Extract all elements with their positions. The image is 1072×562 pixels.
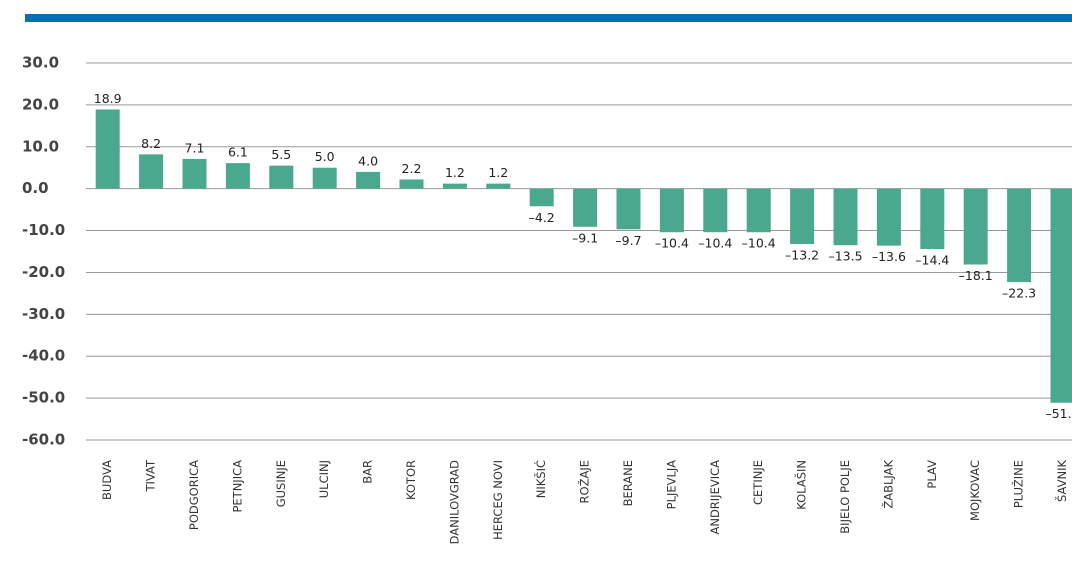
x-tick-label: ŽABLJAK <box>880 460 895 509</box>
x-tick-label: BIJELO POLJE <box>838 460 852 534</box>
bar <box>790 188 815 244</box>
bar <box>573 188 598 227</box>
y-tick-label: -20.0 <box>22 263 65 281</box>
value-label: 1.2 <box>445 165 465 180</box>
x-tick-label: PETNJICA <box>230 460 244 513</box>
bar <box>312 167 337 189</box>
value-label: –4.2 <box>529 210 555 225</box>
x-tick-label: ANDRIJEVICA <box>708 460 722 535</box>
x-tick-label: GUSINJE <box>274 460 288 507</box>
x-tick-label: HERCEG NOVI <box>491 460 505 540</box>
value-label: –9.7 <box>615 233 641 248</box>
y-tick-label: -40.0 <box>22 347 65 365</box>
value-label: –14.4 <box>915 252 949 267</box>
header-bar <box>25 14 1072 22</box>
bar <box>139 154 164 189</box>
x-tick-label: NIKŠIĆ <box>533 460 548 498</box>
bar <box>876 188 901 246</box>
x-tick-label: CETINJE <box>751 460 765 505</box>
y-tick-label: -60.0 <box>22 431 65 449</box>
value-label: –18.1 <box>959 268 993 283</box>
x-tick-label: PLJEVLJA <box>664 460 678 509</box>
x-tick-label: PLAV <box>925 460 939 489</box>
value-label: –10.4 <box>698 236 732 251</box>
y-tick-label: 0.0 <box>22 179 49 197</box>
bar <box>1007 188 1032 283</box>
value-label: –13.5 <box>828 249 862 264</box>
x-tick-label: ROŽAJE <box>577 460 592 503</box>
x-tick-label: DANILOVGRAD <box>447 460 461 545</box>
value-label: 6.1 <box>228 145 248 160</box>
bar <box>269 165 294 189</box>
bar <box>703 188 728 233</box>
x-tick-label: BUDVA <box>100 460 114 500</box>
bar <box>920 188 945 249</box>
value-label: 7.1 <box>185 140 205 155</box>
x-tick-label: TIVAT <box>144 459 158 493</box>
y-tick-label: -50.0 <box>22 389 65 407</box>
value-label: –22.3 <box>1002 286 1036 301</box>
x-tick-label: KOLAŠIN <box>794 460 809 510</box>
bar <box>399 179 424 189</box>
value-label: 5.0 <box>315 149 335 164</box>
bar <box>356 171 381 189</box>
bar <box>616 188 641 230</box>
x-tick-label: ŠAVNIK <box>1054 460 1069 503</box>
bar <box>225 163 250 189</box>
y-tick-label: 30.0 <box>22 54 59 72</box>
value-label: 1.2 <box>488 165 508 180</box>
value-label: 2.2 <box>402 161 422 176</box>
value-label: 5.5 <box>271 147 291 162</box>
value-label: –13.2 <box>785 247 819 262</box>
value-label: –10.4 <box>742 236 776 251</box>
bar <box>833 188 858 246</box>
value-label: –10.4 <box>655 236 689 251</box>
value-label: –9.1 <box>572 230 598 245</box>
bar <box>746 188 771 233</box>
value-label: 8.2 <box>141 136 161 151</box>
x-tick-label: BAR <box>361 460 375 484</box>
value-label: –13.6 <box>872 249 906 264</box>
y-tick-label: 20.0 <box>22 95 59 113</box>
value-label: 18.9 <box>94 91 122 106</box>
bar <box>442 183 467 189</box>
x-tick-label: PLUŽINE <box>1011 460 1026 508</box>
y-tick-label: -30.0 <box>22 305 65 323</box>
bar <box>486 183 511 189</box>
value-label: 4.0 <box>358 153 378 168</box>
x-tick-label: PODGORICA <box>187 460 201 530</box>
y-tick-label: -10.0 <box>22 221 65 239</box>
bar <box>529 188 554 207</box>
y-tick-label: 10.0 <box>22 137 59 155</box>
value-label: –51.1 <box>1045 406 1072 421</box>
bar <box>659 188 684 233</box>
bar <box>963 188 988 265</box>
x-tick-label: KOTOR <box>404 460 418 500</box>
x-tick-label: MOJKOVAC <box>968 460 982 521</box>
bar <box>95 109 120 189</box>
bar <box>182 158 207 189</box>
bar <box>1050 188 1072 403</box>
x-tick-label: BERANE <box>621 460 635 506</box>
x-tick-label: ULCINJ <box>317 460 331 498</box>
